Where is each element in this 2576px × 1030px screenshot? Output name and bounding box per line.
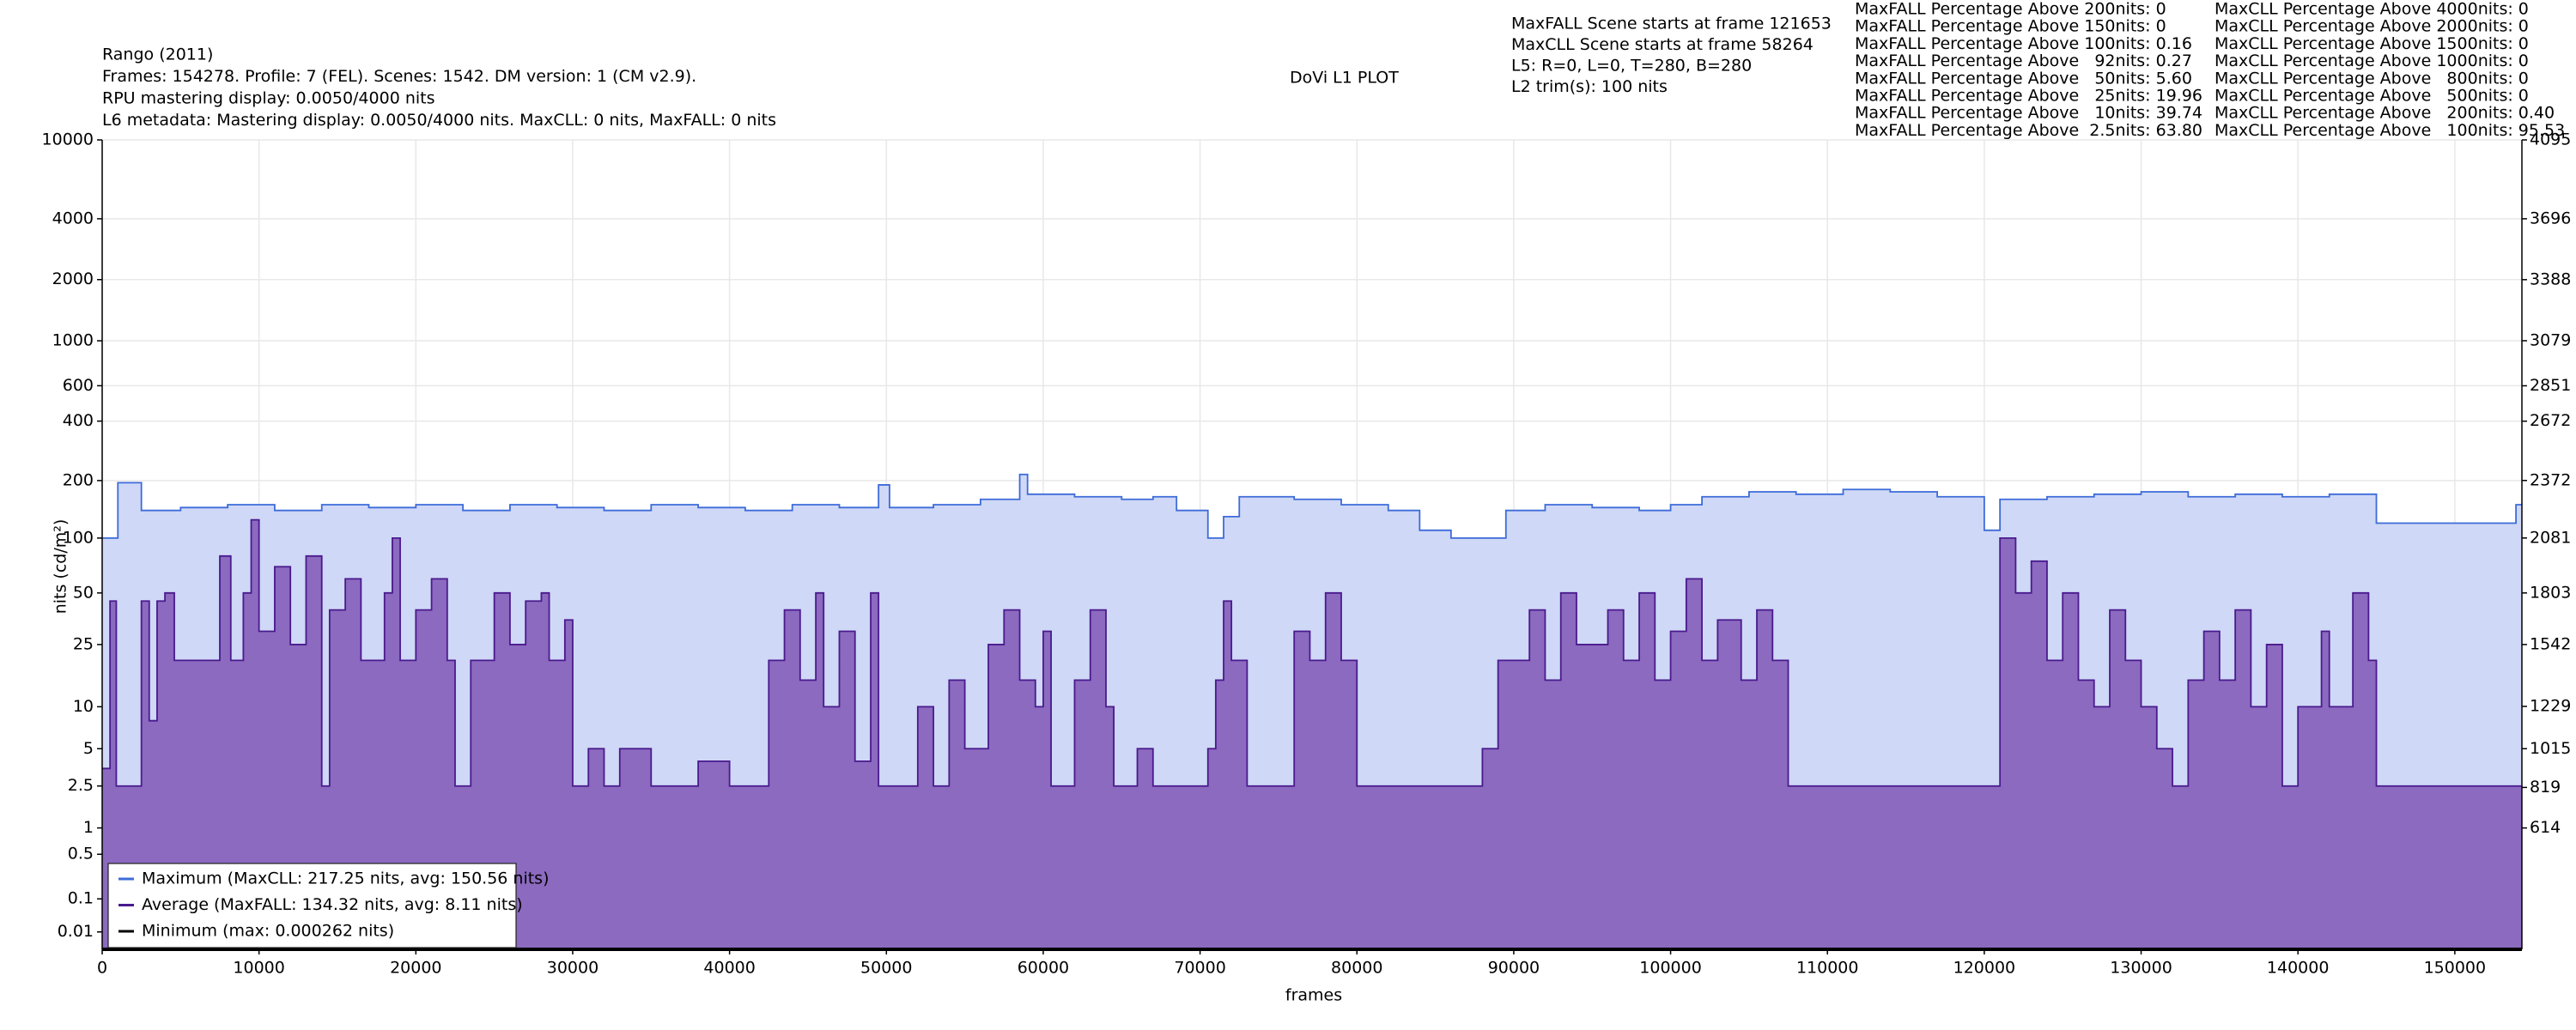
info-line: MaxFALL Scene starts at frame 121653 [1511, 15, 1832, 33]
y-tick-label: 0.1 [68, 889, 94, 908]
x-tick-label: 100000 [1639, 959, 1702, 978]
y-tick-label: 2000 [52, 270, 94, 288]
y-tick-label: 50 [73, 583, 94, 602]
series-area [102, 519, 2522, 949]
y-tick-label: 200 [63, 470, 94, 489]
y2-tick-label: 2851 [2530, 376, 2571, 395]
y-tick-label: 1000 [52, 331, 94, 350]
y2-tick-label: 1803 [2530, 583, 2571, 602]
x-tick-label: 60000 [1018, 959, 1069, 978]
info-line: L2 trim(s): 100 nits [1511, 77, 1668, 96]
y2-tick-label: 614 [2530, 818, 2561, 837]
y-tick-label: 5 [83, 739, 94, 758]
maxcll-stat: MaxCLL Percentage Above 100nits: 95.53 [2215, 121, 2565, 140]
maxfall-stat: MaxFALL Percentage Above 100nits: 0.16 [1855, 34, 2192, 53]
y-tick-label: 400 [63, 411, 94, 430]
y2-tick-label: 3079 [2530, 330, 2571, 349]
y2-tick-label: 1229 [2530, 696, 2571, 715]
header-line: Frames: 154278. Profile: 7 (FEL). Scenes… [102, 67, 696, 86]
maxcll-stat: MaxCLL Percentage Above 2000nits: 0 [2215, 17, 2529, 36]
y-tick-label: 0.5 [68, 845, 94, 863]
x-tick-label: 80000 [1331, 959, 1382, 978]
y-tick-label: 2.5 [68, 776, 94, 795]
y2-tick-label: 3696 [2530, 209, 2571, 227]
legend-box [107, 863, 517, 948]
legend-label: Minimum (max: 0.000262 nits) [142, 922, 394, 941]
y-tick-label: 10000 [42, 130, 94, 149]
x-tick-label: 120000 [1953, 959, 2016, 978]
info-line: L5: R=0, L=0, T=280, B=280 [1511, 57, 1752, 76]
y-tick-label: 0.01 [58, 922, 94, 941]
maxcll-stat: MaxCLL Percentage Above 800nits: 0 [2215, 69, 2529, 88]
legend-label: Maximum (MaxCLL: 217.25 nits, avg: 150.5… [142, 869, 550, 888]
maxcll-stat: MaxCLL Percentage Above 1500nits: 0 [2215, 34, 2529, 53]
x-tick-label: 130000 [2110, 959, 2172, 978]
series-line [102, 473, 2522, 539]
chart-title: DoVi L1 PLOT [1290, 69, 1399, 88]
maxfall-stat: MaxFALL Percentage Above 50nits: 5.60 [1855, 69, 2192, 88]
x-tick-label: 110000 [1796, 959, 1859, 978]
x-tick-label: 50000 [860, 959, 912, 978]
maxfall-stat: MaxFALL Percentage Above 2.5nits: 63.80 [1855, 121, 2202, 140]
legend: Maximum (MaxCLL: 217.25 nits, avg: 150.5… [107, 863, 550, 948]
y2-tick-label: 1542 [2530, 634, 2571, 653]
x-tick-label: 70000 [1174, 959, 1225, 978]
y2-tick-label: 3388 [2530, 270, 2571, 288]
x-tick-label: 10000 [233, 959, 284, 978]
x-tick-label: 0 [97, 959, 107, 978]
maxfall-stat: MaxFALL Percentage Above 150nits: 0 [1855, 17, 2166, 36]
y-tick-label: 25 [73, 634, 94, 653]
x-tick-label: 40000 [703, 959, 755, 978]
info-line: MaxCLL Scene starts at frame 58264 [1511, 35, 1814, 54]
y2-tick-label: 2672 [2530, 411, 2571, 430]
header-line: Rango (2011) [102, 45, 213, 64]
maxcll-stat: MaxCLL Percentage Above 4000nits: 0 [2215, 0, 2529, 19]
series-line [102, 518, 2522, 787]
maxcll-stat: MaxCLL Percentage Above 1000nits: 0 [2215, 52, 2529, 70]
y-axis-label: nits (cd/m²) [52, 519, 70, 615]
x-tick-label: 140000 [2267, 959, 2330, 978]
y-tick-label: 4000 [52, 209, 94, 227]
y-tick-label: 10 [73, 697, 94, 716]
maxfall-stat: MaxFALL Percentage Above 200nits: 0 [1855, 0, 2166, 19]
y-tick-label: 100 [63, 528, 94, 547]
maxcll-stat: MaxCLL Percentage Above 500nits: 0 [2215, 87, 2529, 106]
y-tick-label: 1 [83, 818, 94, 837]
y2-tick-label: 4095 [2530, 130, 2571, 149]
header-line: RPU mastering display: 0.0050/4000 nits [102, 89, 435, 108]
x-axis-label: frames [1285, 986, 1342, 1005]
maxfall-stat: MaxFALL Percentage Above 92nits: 0.27 [1855, 52, 2192, 70]
y-tick-label: 600 [63, 376, 94, 395]
y2-tick-label: 1015 [2530, 739, 2571, 758]
y2-tick-label: 2372 [2530, 470, 2571, 489]
legend-label: Average (MaxFALL: 134.32 nits, avg: 8.11… [142, 895, 523, 914]
x-tick-label: 90000 [1488, 959, 1540, 978]
maxfall-stat: MaxFALL Percentage Above 25nits: 19.96 [1855, 87, 2202, 106]
maxcll-stat: MaxCLL Percentage Above 200nits: 0.40 [2215, 104, 2555, 123]
y2-tick-label: 819 [2530, 778, 2561, 797]
x-tick-label: 20000 [390, 959, 441, 978]
maxfall-stat: MaxFALL Percentage Above 10nits: 39.74 [1855, 104, 2202, 123]
x-tick-label: 30000 [547, 959, 598, 978]
y2-tick-label: 2081 [2530, 528, 2571, 547]
x-tick-label: 150000 [2424, 959, 2487, 978]
header-line: L6 metadata: Mastering display: 0.0050/4… [102, 111, 776, 130]
